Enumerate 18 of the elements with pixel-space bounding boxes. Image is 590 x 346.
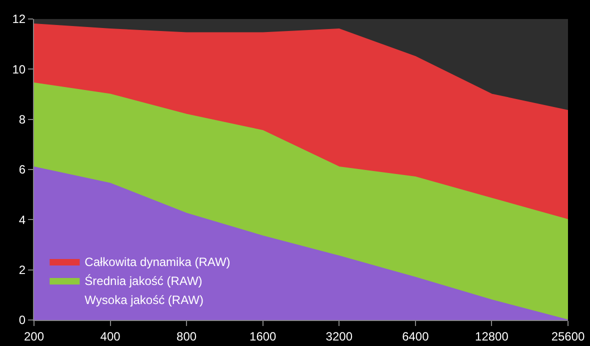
x-tick-label: 400 [100, 329, 121, 344]
y-tick-label: 6 [18, 162, 26, 177]
y-tick-label: 10 [12, 62, 26, 76]
x-tick-label: 200 [24, 329, 44, 344]
x-tick-label: 3200 [326, 329, 353, 344]
x-tick-label: 1600 [250, 329, 277, 344]
y-tick-label: 12 [12, 12, 26, 26]
series-label: Wysoka jakość (RAW) [84, 293, 204, 308]
legend-label: Całkowita dynamika (RAW) [84, 255, 230, 270]
x-tick-label: 25600 [551, 329, 586, 344]
y-tick-label: 8 [18, 112, 26, 127]
y-tick-label: 0 [18, 313, 26, 328]
legend-label: Średnia jakość (RAW) [84, 274, 202, 288]
y-tick-label: 2 [18, 263, 26, 278]
x-tick-label: 6400 [402, 329, 430, 344]
y-tick-label: 4 [18, 212, 26, 227]
x-tick-label: 800 [176, 329, 197, 344]
x-tick-label: 12800 [475, 329, 509, 344]
